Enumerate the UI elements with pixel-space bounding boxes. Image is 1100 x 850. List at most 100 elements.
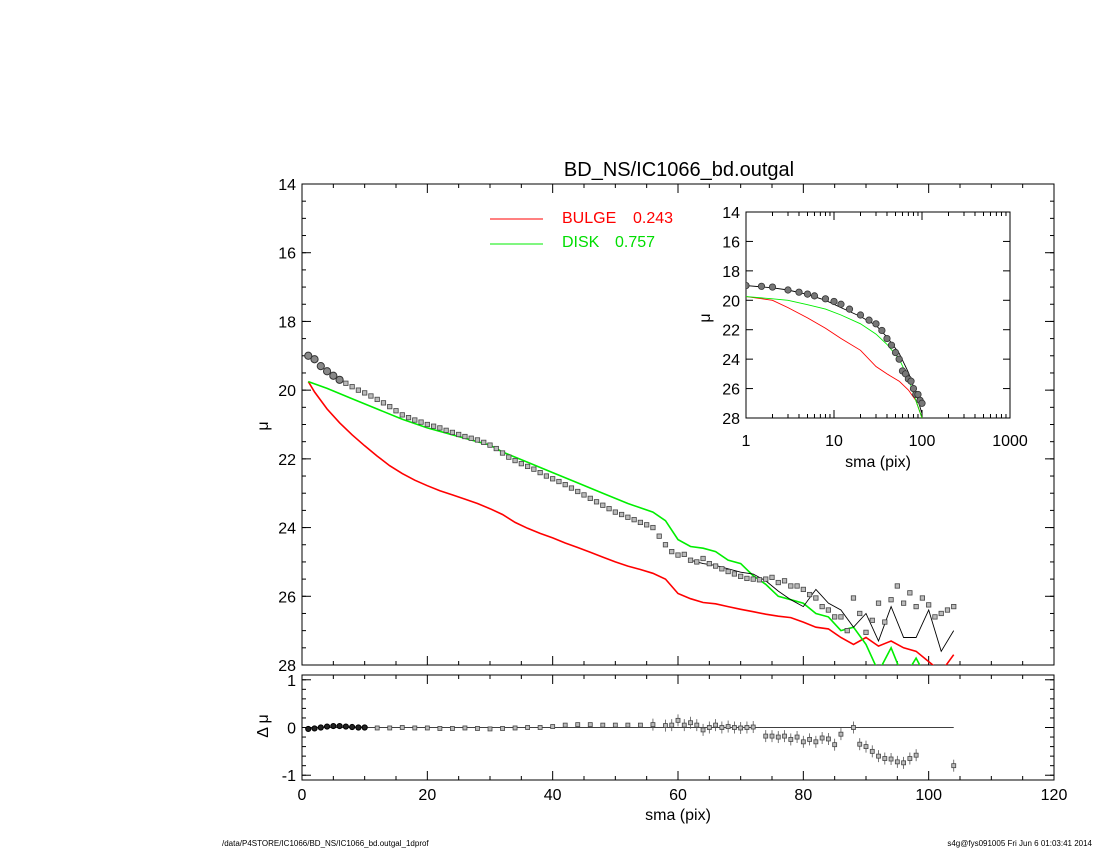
observed-point: [487, 442, 493, 448]
observed-point: [543, 473, 550, 479]
inset-observed-point: [845, 305, 854, 313]
observed-point: [304, 351, 313, 360]
observed-point: [355, 387, 362, 393]
residual-series-group: [305, 714, 957, 772]
residual-point: [349, 723, 356, 731]
inset-plot-frame: [745, 211, 1011, 419]
observed-point: [468, 435, 474, 441]
residual-y-tick-label: 0: [287, 721, 296, 738]
observed-point: [619, 511, 625, 518]
main-y-axis-label: μ: [255, 421, 272, 430]
inset-y-tick-label: 18: [722, 264, 740, 281]
inset-observed-point: [768, 283, 777, 291]
inset-x-tick-label: 1: [742, 433, 751, 450]
observed-point: [525, 463, 531, 470]
observed-point: [493, 445, 499, 452]
inset-observed-point: [918, 399, 926, 407]
observed-point: [581, 492, 587, 498]
inset-observed-point: [810, 292, 819, 300]
residual-point: [650, 722, 656, 728]
residual-point: [869, 748, 875, 754]
observed-point: [825, 607, 832, 613]
chart-legend: BULGE 0.243 DISK 0.757: [490, 210, 673, 251]
residual-x-tick-label: 60: [669, 787, 687, 804]
residual-point: [355, 724, 362, 731]
observed-point: [637, 519, 644, 526]
residual-y-tick-label: -1: [282, 768, 296, 785]
legend-label-disk: DISK: [562, 234, 600, 251]
residual-point: [725, 724, 731, 729]
residual-point: [305, 725, 312, 733]
observed-point: [875, 600, 882, 606]
observed-point: [832, 614, 838, 620]
inset-axis-ticks: 14 16 18 20 22 24 26 281 10 100 1000: [722, 205, 1028, 450]
observed-point: [456, 431, 462, 438]
observed-point: [343, 380, 349, 386]
residual-panel: 10-10 20 40 60 80 100 120 Δ μ sma (pix): [255, 673, 1067, 824]
residual-point: [462, 725, 468, 731]
main-y-tick-label: 16: [278, 246, 296, 263]
residual-point: [800, 739, 806, 745]
observed-point: [738, 573, 744, 579]
residual-point: [512, 725, 518, 731]
observed-point: [462, 433, 468, 440]
observed-point: [669, 549, 675, 555]
residual-point: [525, 725, 530, 730]
inset-y-axis-label: μ: [697, 313, 714, 322]
observed-point: [788, 583, 794, 589]
observed-point: [625, 514, 631, 520]
observed-point: [844, 628, 850, 634]
observed-point: [819, 603, 825, 610]
observed-point: [869, 617, 875, 623]
observed-point: [424, 421, 430, 428]
bulge-line: [307, 381, 955, 665]
main-y-tick-label: 28: [278, 658, 296, 675]
residual-point: [807, 737, 812, 742]
observed-point: [813, 595, 819, 601]
main-y-tick-label: 26: [278, 589, 296, 606]
inset-observed-point: [803, 290, 812, 298]
residual-axis-ticks: 10-10 20 40 60 80 100 120: [282, 673, 1068, 804]
inset-observed-point: [757, 282, 766, 290]
observed-point: [719, 566, 725, 572]
residual-point: [669, 722, 675, 728]
residual-point: [894, 759, 900, 765]
inset-y-tick-label: 22: [722, 323, 740, 340]
observed-point: [316, 361, 325, 371]
residual-point: [625, 722, 631, 728]
observed-point: [335, 375, 344, 384]
legend-value-disk: 0.757: [615, 234, 655, 251]
main-y-tick-label: 18: [278, 314, 296, 331]
observed-point: [362, 390, 368, 396]
residual-point: [500, 726, 505, 731]
observed-point: [556, 478, 562, 485]
footer-timestamp: s4g@fys091005 Fri Jun 6 01:03:41 2014: [947, 839, 1092, 848]
observed-point: [387, 404, 393, 410]
residual-point: [587, 722, 593, 728]
residual-point: [638, 722, 643, 728]
observed-point: [537, 469, 543, 476]
observed-point: [744, 575, 750, 582]
residual-point: [323, 723, 331, 730]
observed-point: [531, 466, 537, 472]
main-y-tick-label: 20: [278, 383, 296, 400]
observed-point: [662, 542, 669, 548]
residual-point: [475, 726, 480, 731]
observed-point: [430, 423, 437, 429]
main-y-tick-label: 14: [278, 177, 296, 194]
residual-point: [782, 733, 787, 739]
disk-line: [308, 380, 921, 665]
inset-series-group: [746, 281, 926, 418]
residual-point: [374, 725, 380, 731]
inset-observed-point: [887, 341, 896, 349]
residual-point: [838, 731, 844, 737]
residual-point: [449, 726, 455, 731]
inset-y-tick-label: 24: [722, 352, 740, 369]
observed-point: [694, 559, 700, 565]
observed-point: [687, 557, 694, 563]
observed-point: [644, 522, 650, 528]
legend-value-bulge: 0.243: [633, 210, 673, 227]
inset-observed-point: [907, 377, 915, 385]
inset-observed-point: [909, 384, 918, 393]
